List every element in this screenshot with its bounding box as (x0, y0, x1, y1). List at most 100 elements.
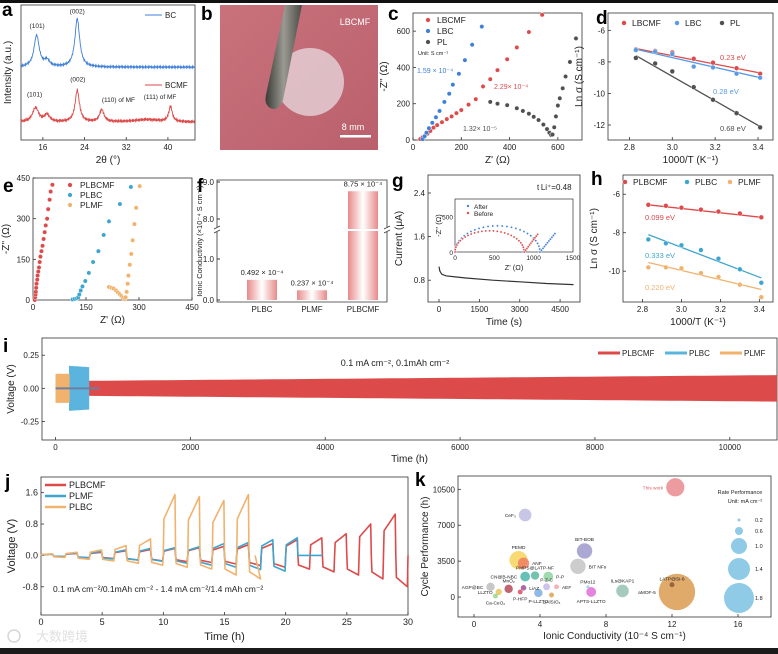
nyquist-point (38, 254, 43, 260)
inset-point (536, 233, 539, 236)
inset-point (541, 247, 545, 250)
nyquist-point (540, 122, 546, 127)
inset-point (534, 234, 538, 238)
bubble-label: PEMD (512, 545, 526, 551)
panel-label: d (596, 8, 608, 29)
inset-point (491, 224, 495, 228)
nyquist-point (454, 110, 459, 116)
x-tick-label: 25 (342, 617, 352, 627)
bubble-label: LLZTO (478, 590, 493, 596)
panel-label: a (2, 0, 13, 21)
bubble-label: This work (643, 485, 664, 491)
y-axis-label: Ln σ (S cm⁻¹) (589, 208, 600, 269)
arrhenius-point (669, 68, 675, 74)
legend-size-label: 0.6 (755, 529, 763, 535)
bubble-label: BIT NFs (589, 564, 607, 570)
watermark-text: 大数跨境 (36, 629, 88, 644)
x-tick-label: PLBCMF (347, 305, 380, 314)
bubble-label: ANF (532, 561, 542, 567)
x-tick-label: 8 (604, 620, 609, 629)
plot-frame (607, 12, 774, 141)
arrhenius-point (663, 240, 669, 246)
inset-point (473, 231, 476, 235)
bubble-label: CeF₃ (505, 513, 516, 519)
inset-point (482, 226, 485, 229)
nyquist-point (539, 12, 545, 18)
nyquist-point (132, 221, 137, 227)
bubble (666, 478, 685, 497)
legend-marker (425, 17, 431, 23)
y-axis-label: -Z'' (Ω) (1, 224, 12, 254)
y-tick-label: 0 (451, 593, 456, 602)
peak-annotation: (101) (27, 92, 42, 99)
conductivity-label: 2.29× 10⁻⁴ (494, 84, 528, 91)
nyquist-point (450, 82, 456, 88)
nyquist-point (33, 285, 39, 291)
nyquist-point (36, 265, 42, 270)
nyquist-point (95, 248, 101, 254)
arrhenius-point (737, 282, 743, 288)
inset-y-tick-label: 500 (442, 215, 453, 222)
legend-label: PL (437, 37, 448, 47)
scale-bar-label: 8 mm (342, 122, 365, 132)
panel-label: c (388, 4, 399, 25)
legend-size-label: 0.2 (755, 518, 763, 524)
inset-point (463, 235, 467, 239)
bubble (495, 588, 502, 596)
nyquist-point (124, 289, 130, 295)
inset-point (528, 243, 531, 247)
bubble-label: P-Z-C (540, 577, 553, 583)
x-axis-label: Time (h) (204, 631, 245, 643)
transference-number: t Li⁺=0.48 (537, 183, 572, 192)
plot-frame (622, 174, 774, 303)
arrhenius-point (633, 47, 639, 53)
x-tick-label: 450 (185, 303, 199, 312)
x-tick-label: 24 (80, 143, 89, 152)
nyquist-point (446, 91, 452, 97)
inset-point (536, 242, 539, 245)
unit-note: Unit: S cm⁻¹ (418, 51, 448, 57)
nyquist-point (458, 107, 464, 113)
peak-annotation: (002) (70, 9, 85, 16)
legend-marker (425, 28, 431, 34)
y-tick-label: 3500 (437, 557, 455, 566)
inset-point (522, 250, 526, 254)
inset-point (454, 245, 458, 249)
inset-x-tick-label: 1000 (526, 255, 541, 262)
arrhenius-point (757, 75, 763, 81)
inset-point (506, 232, 510, 236)
panel-label: h (591, 169, 603, 190)
inset-point (514, 227, 518, 230)
activation-energy-label: 0.099 eV (645, 213, 675, 222)
bubble-label: BIT-BOB (575, 537, 594, 543)
nyquist-point (563, 74, 568, 79)
panel-label: b (201, 4, 213, 25)
y-tick-label: -8 (598, 58, 606, 67)
y-tick-label: -8 (613, 229, 621, 238)
inset-point (519, 241, 523, 245)
inset-point (547, 239, 551, 243)
x-tick-label: 16 (734, 620, 743, 629)
y-axis-label: Cycle Performance (h) (420, 496, 431, 596)
bubble-label: AEF (562, 585, 571, 591)
x-tick-label: 150 (79, 303, 93, 312)
y-tick-label: 10500 (433, 485, 456, 494)
inset-point (455, 243, 459, 247)
activation-energy-label: 0.68 eV (720, 124, 746, 133)
arrhenius-point (678, 265, 685, 271)
bubble (504, 584, 513, 594)
bubble (517, 589, 523, 595)
bubble (530, 571, 540, 580)
axis-break-mark (213, 225, 221, 234)
nyquist-point (125, 273, 131, 278)
bottom-border (0, 648, 778, 654)
y-tick-label: 200 (397, 100, 411, 109)
nyquist-point (82, 278, 88, 284)
bar-value-label: 8.75 × 10⁻⁴ (344, 179, 383, 188)
nyquist-point (487, 99, 493, 105)
nyquist-point (441, 99, 447, 105)
y-tick-label: 0 (26, 296, 31, 305)
legend-bubble (724, 583, 754, 613)
bubble-label: PMPS@LATP-NF (516, 565, 554, 571)
nyquist-point (479, 24, 485, 30)
